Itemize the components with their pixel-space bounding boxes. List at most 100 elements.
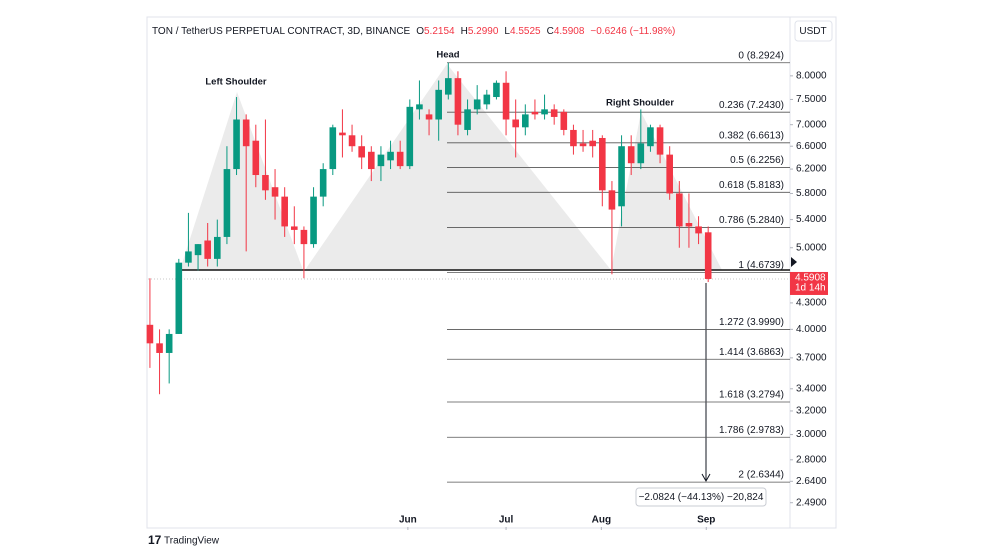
candle-body (656, 127, 664, 155)
candle-body (223, 169, 231, 237)
x-tick-label: Sep (697, 515, 715, 526)
label: H (461, 26, 468, 37)
candle-body (647, 127, 654, 147)
candle-body (627, 146, 635, 164)
candle-body (637, 143, 645, 164)
fib-label: 0.5 (6.2256) (730, 155, 784, 166)
candle-body (531, 111, 539, 115)
candle-body (156, 343, 163, 353)
candle-body (406, 106, 414, 167)
candle-body (425, 114, 433, 120)
candle-body (185, 251, 192, 263)
marker (791, 257, 797, 267)
candle-body (502, 82, 510, 120)
candle-body (387, 151, 394, 161)
value: 4.5908 (554, 26, 585, 37)
candle-body (194, 244, 202, 256)
candle-body (512, 119, 519, 128)
candle-body (281, 196, 288, 227)
candle-body (214, 236, 221, 259)
value: 5.2990 (468, 26, 499, 37)
candle-body (454, 78, 462, 125)
y-tick-label: 2.6400 (796, 476, 827, 487)
candle-body (704, 232, 712, 279)
candle-body (550, 109, 558, 117)
candle-body (608, 190, 616, 210)
left-shoulder-shape (180, 92, 303, 270)
candle-body (165, 333, 173, 353)
candle-body (329, 127, 337, 170)
symbol: TON / TetherUS PERPETUAL CONTRACT, 3D, B… (152, 26, 411, 37)
y-tick-label: 7.5000 (796, 94, 827, 105)
logo: 17 TradingView (148, 533, 220, 547)
value: 4.5525 (510, 26, 541, 37)
label: O (416, 26, 424, 37)
candle-body (396, 151, 404, 167)
candle-body (483, 94, 491, 105)
y-tick-label: 2.8000 (796, 454, 827, 465)
fib-label: 1.414 (3.6863) (719, 347, 784, 358)
candle-body (377, 154, 385, 167)
countdown: 1d 14h (795, 283, 826, 294)
logo-icon: 17 (148, 533, 162, 547)
fib-label: 0 (8.2924) (738, 50, 784, 61)
fib-label: 1.618 (3.2794) (719, 390, 784, 401)
y-tick-label: 8.0000 (796, 70, 827, 81)
x-tick-label: Aug (592, 515, 611, 526)
candle-body (291, 226, 298, 230)
x-tick-label: Jun (399, 515, 417, 526)
candle-body (368, 151, 375, 170)
candle-body (676, 193, 683, 227)
candle-body (685, 223, 693, 227)
fib-label: 2 (2.6344) (738, 470, 784, 481)
measure-box (635, 487, 767, 507)
currency-box[interactable] (794, 20, 833, 42)
y-tick-label: 3.4000 (796, 383, 827, 394)
candle-body (464, 109, 471, 130)
fib-label: 0.382 (6.6613) (719, 130, 784, 141)
last-price-label: 4.5908 (795, 273, 826, 284)
candle-body (300, 229, 308, 245)
candle-body (348, 135, 356, 147)
y-tick-label: 6.6000 (796, 141, 827, 152)
candle-body (271, 187, 279, 197)
annotation: Head (436, 50, 459, 61)
y-tick-label: 7.0000 (796, 119, 827, 130)
candle-body (560, 111, 568, 130)
candle-body (541, 109, 548, 115)
y-tick-label: 3.0000 (796, 429, 827, 440)
fib-label: 1 (4.6739) (738, 260, 784, 271)
logo-text: TradingView (164, 536, 220, 547)
fib-label: 1.272 (3.9990) (719, 317, 784, 328)
label: L (504, 26, 510, 37)
candle-body (416, 104, 423, 110)
value: 5.2154 (424, 26, 455, 37)
fib-label: 0.618 (5.8183) (719, 180, 784, 191)
candle-body (146, 324, 154, 344)
currency: USDT (799, 26, 826, 37)
head-shape (305, 64, 611, 270)
y-tick-label: 4.0000 (796, 324, 827, 335)
candle-body (262, 175, 269, 191)
measure-arrowhead (701, 473, 711, 483)
candle-body (599, 137, 606, 191)
annotation: Left Shoulder (205, 77, 267, 88)
fib-label: 1.786 (2.9783) (719, 425, 784, 436)
candle-body (579, 143, 587, 147)
y-tick-label: 5.8000 (796, 188, 827, 199)
y-tick-label: 3.7000 (796, 353, 827, 364)
y-tick-label: 5.0000 (796, 242, 827, 253)
candle-body (695, 226, 702, 234)
candle-body (618, 146, 625, 207)
last-price-tag (790, 271, 828, 295)
y-tick-label: 6.2000 (796, 164, 827, 175)
candle-body (570, 129, 577, 147)
candle-body (233, 119, 240, 170)
y-tick-label: 3.2000 (796, 406, 827, 417)
label: C (547, 26, 554, 37)
fib-label: 0.236 (7.2430) (719, 100, 784, 111)
candle-body (589, 140, 596, 147)
header: TON / TetherUS PERPETUAL CONTRACT, 3D, B… (152, 26, 675, 37)
